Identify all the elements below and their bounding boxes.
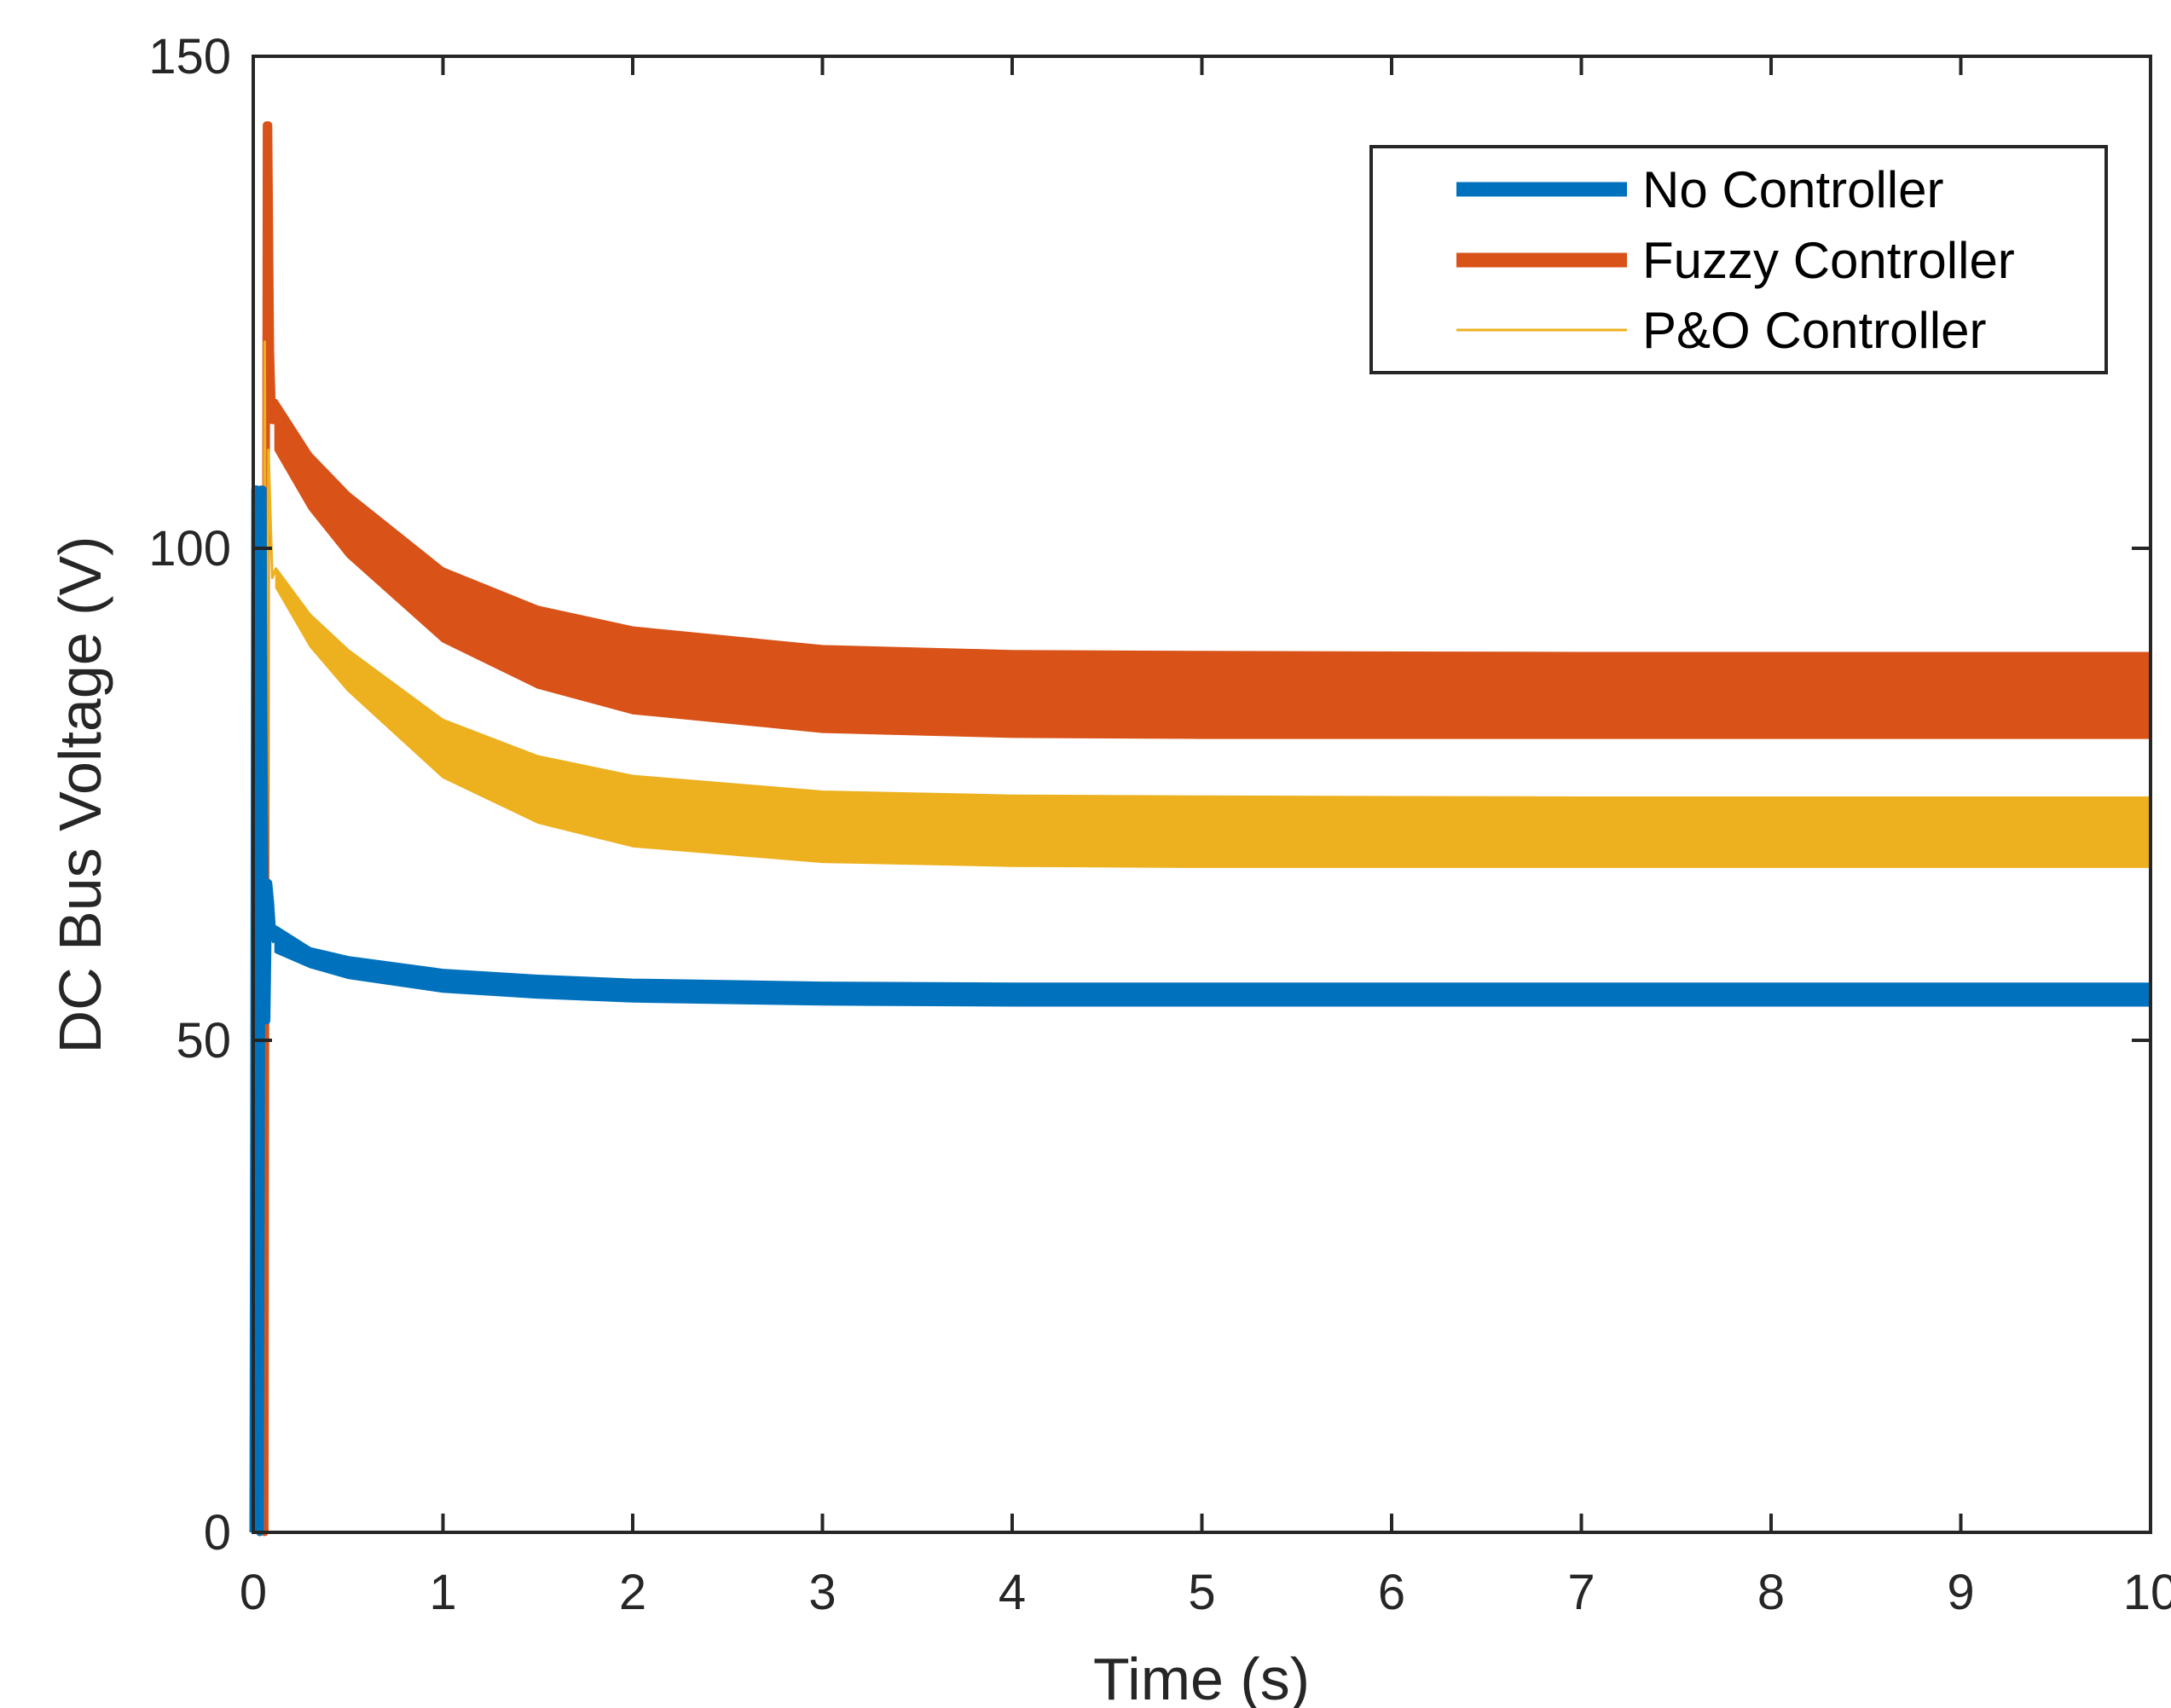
x-tick-label: 6 — [1378, 1565, 1405, 1620]
x-tick-label: 3 — [808, 1565, 836, 1620]
x-tick-label: 7 — [1567, 1565, 1595, 1620]
y-tick-label: 100 — [148, 521, 231, 576]
y-tick-label: 150 — [148, 29, 231, 84]
x-tick-label: 1 — [429, 1565, 456, 1620]
x-tick-label: 2 — [619, 1565, 646, 1620]
x-tick-label: 9 — [1947, 1565, 1974, 1620]
legend-label-po-controller: P&O Controller — [1642, 302, 1986, 359]
x-tick-label: 8 — [1757, 1565, 1785, 1620]
x-tick-label: 10 — [2123, 1565, 2171, 1620]
legend-label-no-controller: No Controller — [1642, 161, 1943, 218]
y-tick-label: 0 — [204, 1505, 231, 1560]
x-tick-label: 4 — [999, 1565, 1026, 1620]
y-tick-label: 50 — [176, 1013, 231, 1068]
x-tick-label: 0 — [240, 1565, 267, 1620]
x-tick-label: 5 — [1188, 1565, 1215, 1620]
x-axis-title: Time (s) — [1093, 1646, 1310, 1708]
legend-label-fuzzy-controller: Fuzzy Controller — [1642, 232, 2015, 289]
y-axis-title: DC Bus Voltage (V) — [47, 536, 113, 1054]
series-transient-no-controller — [249, 485, 280, 1537]
series-layer — [249, 121, 2152, 1537]
legend: No Controller Fuzzy Controller P&O Contr… — [1369, 145, 2108, 374]
